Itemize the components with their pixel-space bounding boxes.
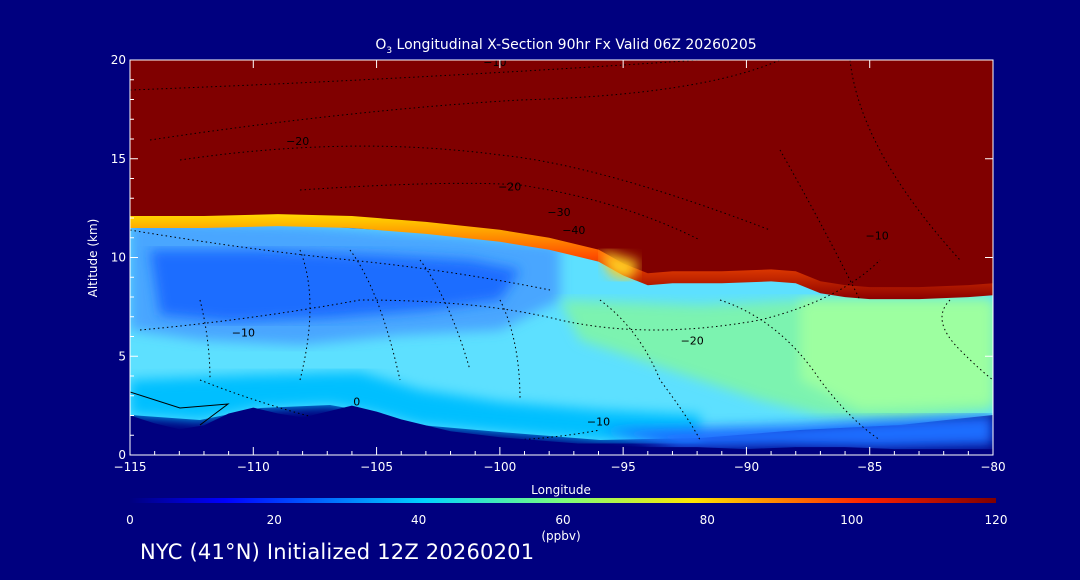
contour-line (779, 149, 861, 301)
colorbar-tick-label: 20 (267, 513, 282, 527)
x-tick-label: −105 (360, 460, 393, 474)
y-tick-label: 10 (111, 251, 126, 265)
tropo-high-ozone-region (800, 300, 993, 410)
colorbar-units: (ppbv) (541, 529, 580, 543)
contour-line (139, 259, 881, 331)
x-axis: −115 −110 −105 −100 −95 −90 −85 −80 (114, 60, 1006, 474)
tropo-boundary-layer (130, 372, 700, 440)
tropo-min-ozone-core (150, 250, 520, 322)
colorbar-tick-label: 60 (555, 513, 570, 527)
contour-label: −10 (865, 230, 888, 243)
colorbar-ticks: 0 20 40 60 80 100 120 (126, 513, 1007, 527)
colorbar-tick-label: 100 (840, 513, 863, 527)
plot-area: −10 −20 −20 −30 −40 −10 −20 −10 0 −10 (130, 56, 993, 455)
y-tick-label: 0 (118, 448, 126, 462)
contour-label: −20 (498, 180, 521, 193)
colorbar-tick-label: 40 (411, 513, 426, 527)
colorbar-tick-label: 80 (700, 513, 715, 527)
colorbar (130, 498, 996, 503)
x-tick-label: −100 (483, 460, 516, 474)
contour-line (419, 259, 471, 371)
x-tick-label: −110 (237, 460, 270, 474)
initialization-label: NYC (41°N) Initialized 12Z 20260201 (140, 540, 535, 564)
contour-line (199, 299, 211, 381)
colorbar-tick-label: 0 (126, 513, 134, 527)
contour-label: 0 (353, 396, 360, 409)
contour-line (499, 299, 521, 401)
y-tick-label: 5 (118, 349, 126, 363)
contour-line (299, 249, 311, 381)
y-tick-label: 15 (111, 152, 126, 166)
contour-label: −30 (547, 206, 570, 219)
tropopause-fold-highlight (600, 250, 640, 280)
contour-line (130, 229, 551, 291)
x-tick-label: −115 (114, 460, 147, 474)
contour-label: −10 (232, 327, 255, 340)
y-tick-label: 20 (111, 53, 126, 67)
terrain-fill (130, 405, 993, 455)
x-tick-label: −95 (610, 460, 635, 474)
contour-line (719, 299, 881, 441)
chart-title: O3 Longitudinal X-Section 90hr Fx Valid … (375, 37, 756, 56)
x-tick-label: −90 (734, 460, 759, 474)
x-tick-label: −85 (857, 460, 882, 474)
terrain-outline (130, 391, 230, 426)
tropopause-transition-band (130, 212, 993, 300)
contour-line (179, 145, 771, 231)
stratosphere-fill (130, 60, 993, 288)
isotherm-contours (130, 60, 993, 442)
contour-label: −10 (587, 415, 610, 428)
contour-line (941, 299, 993, 381)
contour-label: −10 (483, 56, 506, 69)
y-axis: 0 5 10 15 20 (111, 53, 993, 462)
y-axis-label: Altitude (km) (86, 219, 100, 298)
contour-label: −20 (681, 334, 704, 347)
contour-line (349, 249, 401, 381)
x-axis-label: Longitude (531, 483, 591, 497)
contour-label: −40 (562, 224, 585, 237)
contour-line (599, 299, 701, 441)
x-tick-label: −80 (980, 460, 1005, 474)
contour-label-group: −10 −20 −20 −30 −40 −10 −20 −10 0 −10 (232, 56, 889, 428)
contour-line (849, 60, 961, 261)
contour-line (199, 379, 601, 442)
tropo-surface-low-ozone (600, 415, 993, 448)
colorbar-tick-label: 120 (985, 513, 1008, 527)
contour-label: −20 (286, 135, 309, 148)
